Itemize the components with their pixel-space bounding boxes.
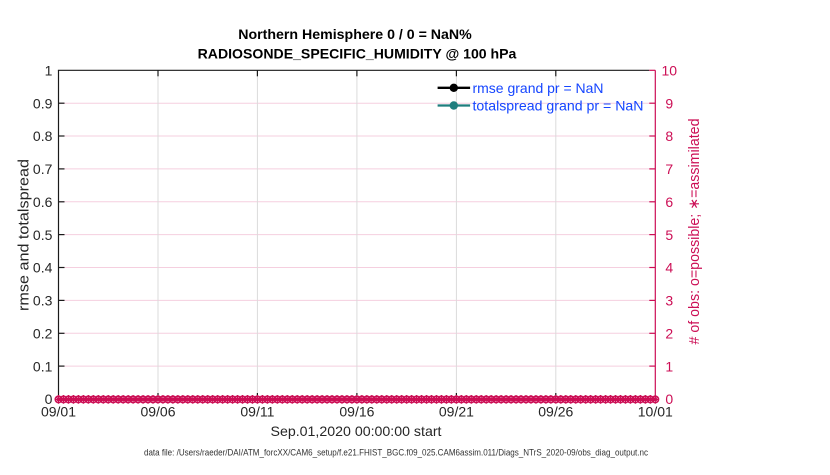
svg-text:10: 10 xyxy=(662,63,678,79)
svg-text:8: 8 xyxy=(665,128,673,144)
svg-text:09/16: 09/16 xyxy=(339,404,374,420)
svg-text:rmse grand pr = NaN: rmse grand pr = NaN xyxy=(473,80,604,96)
svg-text:09/11: 09/11 xyxy=(240,404,274,420)
svg-text:0.5: 0.5 xyxy=(33,227,53,243)
svg-text:data file: /Users/raeder/DAI/A: data file: /Users/raeder/DAI/ATM_forcXX/… xyxy=(144,448,648,458)
svg-text:2: 2 xyxy=(665,326,673,342)
svg-text:rmse and totalspread: rmse and totalspread xyxy=(16,159,33,311)
svg-text:Sep.01,2020 00:00:00 start: Sep.01,2020 00:00:00 start xyxy=(271,423,442,439)
svg-text:0: 0 xyxy=(665,391,673,407)
svg-text:1: 1 xyxy=(45,63,53,79)
svg-text:1: 1 xyxy=(665,358,673,374)
svg-text:0.7: 0.7 xyxy=(33,161,53,177)
svg-text:09/21: 09/21 xyxy=(439,404,474,420)
svg-text:0.6: 0.6 xyxy=(33,194,53,210)
svg-text:0: 0 xyxy=(45,391,53,407)
svg-text:# of obs: o=possible; ∗=assimi: # of obs: o=possible; ∗=assimilated xyxy=(686,119,703,345)
svg-text:0.9: 0.9 xyxy=(33,95,53,111)
svg-text:09/06: 09/06 xyxy=(140,404,175,420)
svg-text:0.2: 0.2 xyxy=(33,326,53,342)
svg-text:0.4: 0.4 xyxy=(33,260,53,276)
svg-text:09/01: 09/01 xyxy=(41,404,76,420)
svg-text:4: 4 xyxy=(665,260,673,276)
svg-text:3: 3 xyxy=(665,293,673,309)
svg-text:0.1: 0.1 xyxy=(33,358,53,374)
svg-text:0.3: 0.3 xyxy=(33,293,53,309)
svg-text:7: 7 xyxy=(665,161,673,177)
svg-text:RADIOSONDE_SPECIFIC_HUMIDITY @: RADIOSONDE_SPECIFIC_HUMIDITY @ 100 hPa xyxy=(198,46,517,62)
svg-text:10/01: 10/01 xyxy=(638,404,673,420)
svg-text:Northern Hemisphere 0 / 0 = Na: Northern Hemisphere 0 / 0 = NaN% xyxy=(238,26,472,42)
svg-text:0.8: 0.8 xyxy=(33,128,53,144)
svg-text:totalspread grand pr = NaN: totalspread grand pr = NaN xyxy=(473,98,644,114)
svg-text:9: 9 xyxy=(665,95,673,111)
svg-text:09/26: 09/26 xyxy=(538,404,573,420)
svg-text:5: 5 xyxy=(665,227,673,243)
svg-text:6: 6 xyxy=(665,194,673,210)
